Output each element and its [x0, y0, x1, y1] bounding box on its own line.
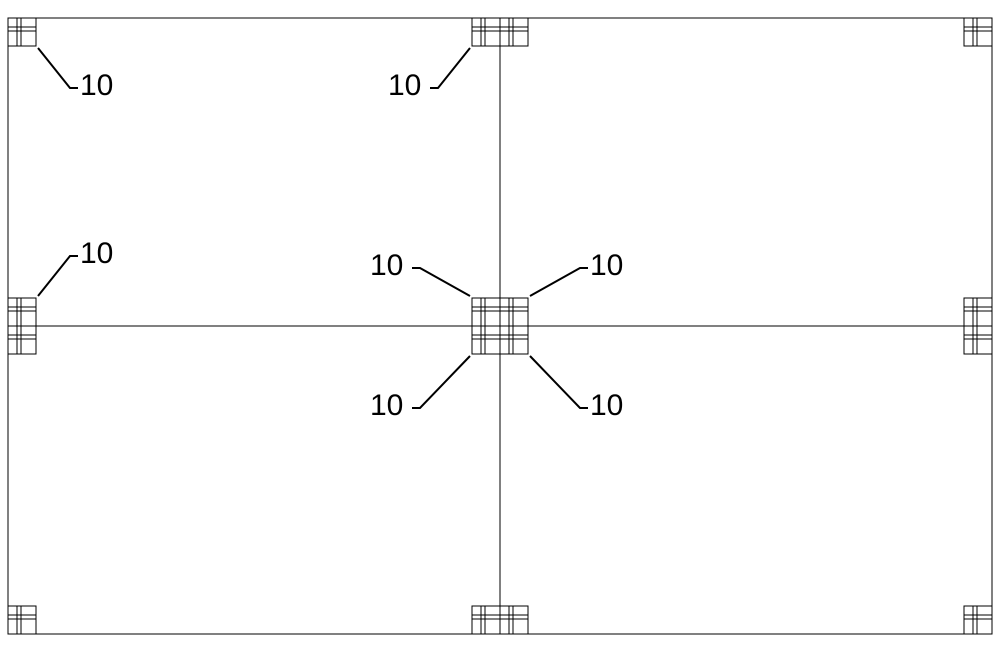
callout: 10 — [530, 249, 623, 296]
tile-quarter — [472, 298, 500, 326]
tile-quarter — [500, 18, 528, 46]
tile-quarter — [472, 18, 500, 46]
tile-quarter — [472, 606, 500, 634]
diagram-svg: 10 10 10 10 10 10 10 — [0, 0, 1000, 647]
callout-label: 10 — [80, 69, 113, 102]
tile-quarter — [8, 326, 36, 354]
tile-quarter — [964, 18, 992, 46]
tile-quarter — [500, 326, 528, 354]
callout: 10 — [530, 356, 623, 422]
tile-quarter — [8, 18, 36, 46]
tile-quarter — [472, 326, 500, 354]
callout-label: 10 — [590, 249, 623, 282]
callout: 10 — [370, 356, 470, 422]
callout-label: 10 — [370, 249, 403, 282]
tile-quarter — [8, 298, 36, 326]
tile-quarter — [8, 606, 36, 634]
callout-label: 10 — [388, 69, 421, 102]
tile-quarter — [964, 326, 992, 354]
callout-label: 10 — [590, 389, 623, 422]
callout: 10 — [388, 48, 470, 102]
callout: 10 — [38, 237, 113, 296]
callout-label: 10 — [80, 237, 113, 270]
callout: 10 — [38, 48, 113, 102]
tile-quarter — [964, 606, 992, 634]
tile-quarter — [500, 606, 528, 634]
tile-quarter — [500, 298, 528, 326]
callout: 10 — [370, 249, 470, 296]
callout-label: 10 — [370, 389, 403, 422]
tile-quarter — [964, 298, 992, 326]
